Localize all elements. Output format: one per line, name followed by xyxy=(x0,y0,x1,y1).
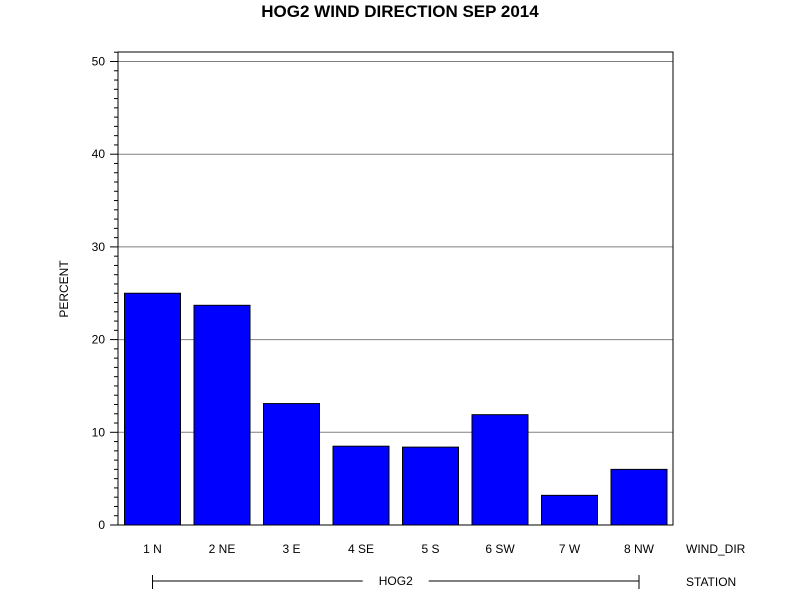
bar xyxy=(610,468,668,526)
x-tick-label: 5 S xyxy=(421,542,439,556)
x-tick-label: 3 E xyxy=(282,542,300,556)
station-axis-label: STATION xyxy=(686,575,736,589)
y-tick-label: 50 xyxy=(92,55,106,69)
y-tick-label: 0 xyxy=(98,518,105,532)
bar xyxy=(263,403,320,526)
bar xyxy=(124,292,181,526)
bars xyxy=(124,292,668,526)
x-tick-label: 7 W xyxy=(559,542,581,556)
bar xyxy=(471,414,529,526)
x-tick-label: 6 SW xyxy=(485,542,515,556)
chart-title: HOG2 WIND DIRECTION SEP 2014 xyxy=(261,2,539,21)
y-tick-label: 10 xyxy=(92,425,106,439)
bar xyxy=(541,494,598,526)
y-axis-ticks: 0 10 20 30 40 50 xyxy=(92,51,119,532)
bar xyxy=(402,446,459,526)
y-tick-label: 20 xyxy=(92,333,106,347)
station-group-label: HOG2 xyxy=(379,574,413,588)
x-tick-label: 1 N xyxy=(143,542,162,556)
y-axis-label: PERCENT xyxy=(57,260,71,318)
x-tick-label: 2 NE xyxy=(209,542,236,556)
station-group-axis: HOG2 xyxy=(152,574,640,589)
bar xyxy=(332,445,390,526)
x-tick-label: 8 NW xyxy=(624,542,655,556)
y-tick-label: 30 xyxy=(92,240,106,254)
x-axis-label: WIND_DIR xyxy=(686,542,746,556)
x-tick-label: 4 SE xyxy=(348,542,374,556)
x-tick-labels: 1 N 2 NE 3 E 4 SE 5 S 6 SW 7 W 8 NW xyxy=(143,542,655,556)
bar xyxy=(193,304,251,526)
y-tick-label: 40 xyxy=(92,147,106,161)
